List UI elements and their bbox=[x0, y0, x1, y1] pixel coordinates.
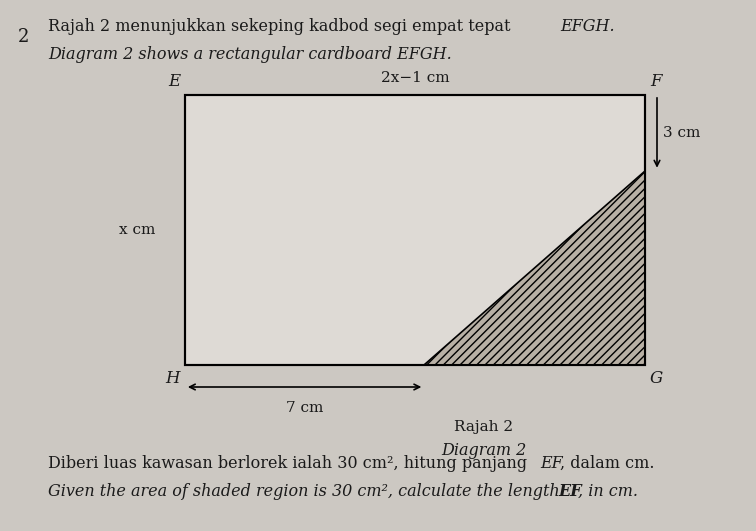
Text: 2: 2 bbox=[18, 28, 29, 46]
Text: 2x−1 cm: 2x−1 cm bbox=[381, 71, 449, 85]
Polygon shape bbox=[424, 170, 645, 365]
Text: , in cm.: , in cm. bbox=[578, 483, 638, 500]
Text: EF: EF bbox=[540, 455, 562, 472]
Text: x cm: x cm bbox=[119, 223, 155, 237]
Bar bbox=[185, 95, 645, 365]
Text: F: F bbox=[650, 73, 662, 90]
Text: Diberi luas kawasan berlorek ialah 30 cm², hitung panjang: Diberi luas kawasan berlorek ialah 30 cm… bbox=[48, 455, 532, 472]
Text: Given the area of shaded region is 30 cm², calculate the length: Given the area of shaded region is 30 cm… bbox=[48, 483, 565, 500]
Text: 3 cm: 3 cm bbox=[663, 126, 700, 140]
Text: G: G bbox=[650, 370, 663, 387]
Text: Rajah 2: Rajah 2 bbox=[454, 420, 513, 434]
Text: EFGH.: EFGH. bbox=[560, 18, 615, 35]
Text: EF: EF bbox=[558, 483, 581, 500]
Text: H: H bbox=[166, 370, 180, 387]
Text: , dalam cm.: , dalam cm. bbox=[560, 455, 655, 472]
Text: Rajah 2 menunjukkan sekeping kadbod segi empat tepat: Rajah 2 menunjukkan sekeping kadbod segi… bbox=[48, 18, 516, 35]
Text: E: E bbox=[168, 73, 180, 90]
Text: Diagram 2: Diagram 2 bbox=[442, 442, 527, 459]
Text: 7 cm: 7 cm bbox=[286, 401, 324, 415]
Text: Diagram 2 shows a rectangular cardboard EFGH.: Diagram 2 shows a rectangular cardboard … bbox=[48, 46, 452, 63]
Bar bbox=[185, 95, 645, 365]
